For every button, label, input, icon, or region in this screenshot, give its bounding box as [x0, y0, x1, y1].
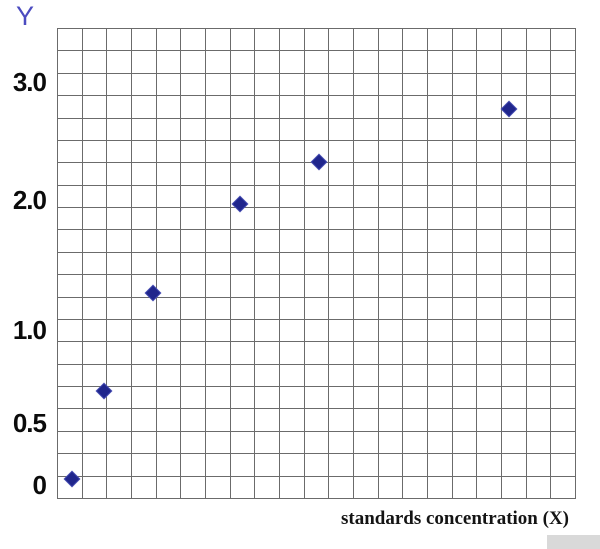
y-tick-label: 0	[32, 470, 47, 500]
y-axis-title: Y	[16, 1, 35, 31]
y-axis-tick-labels: 3.0 2.0 1.0 0.5 0	[0, 0, 47, 549]
grid-lines-svg	[57, 28, 576, 499]
x-axis-title: standards concentration (X)	[341, 508, 569, 529]
y-tick-label: 0.5	[12, 408, 47, 438]
corner-artifact	[547, 535, 600, 549]
y-tick-label: 1.0	[12, 315, 47, 345]
y-tick-label: 3.0	[12, 67, 47, 97]
plot-grid	[57, 28, 576, 499]
y-tick-label: 2.0	[12, 185, 47, 215]
